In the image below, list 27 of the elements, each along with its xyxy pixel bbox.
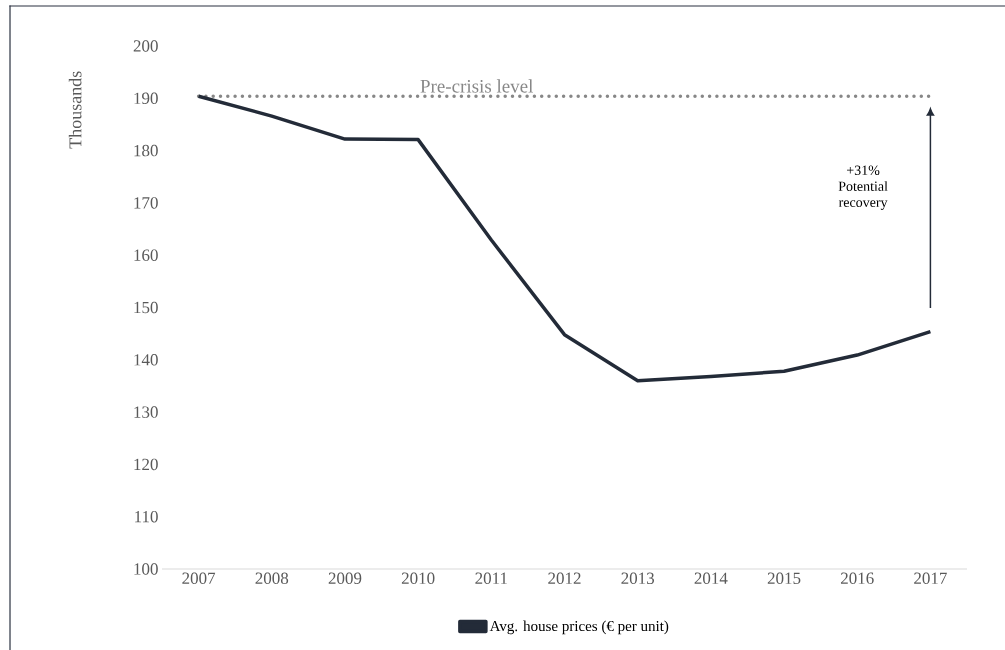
y-tick-label: 170 [134,197,158,209]
y-tick-label: 100 [134,563,158,575]
y-tick-label: 120 [134,458,158,471]
annotation: +31% Potential recovery [838,165,888,210]
legend-label: Avg. house prices (€ per unit) [489,620,669,635]
x-tick-label: 2007 [182,572,216,584]
x-tick-label: 2011 [475,572,507,584]
y-tick-label: 150 [134,301,158,314]
y-tick-label: 110 [135,510,158,523]
y-tick-label: 160 [134,249,158,261]
x-tick-label: 2012 [548,572,581,584]
x-tick-label: 2009 [328,572,362,584]
x-tick-label: 2014 [694,572,728,584]
y-tick-label: 190 [134,92,158,105]
x-tick-label: 2015 [767,572,801,584]
x-tick-label: 2008 [255,572,289,584]
x-tick-label: 2017 [914,572,947,584]
ref-line-label: Pre-crisis level [420,79,534,93]
x-tick-label: 2013 [621,572,655,584]
y-axis-title: Thousands [68,71,82,149]
x-tick-label: 2016 [840,572,874,584]
y-tick-label: 130 [134,406,158,418]
x-tick-label: 2010 [401,572,435,584]
y-tick-label: 180 [134,144,158,157]
line-series [196,94,933,383]
y-tick-label: 200 [133,40,158,52]
y-tick-label: 140 [134,354,158,366]
